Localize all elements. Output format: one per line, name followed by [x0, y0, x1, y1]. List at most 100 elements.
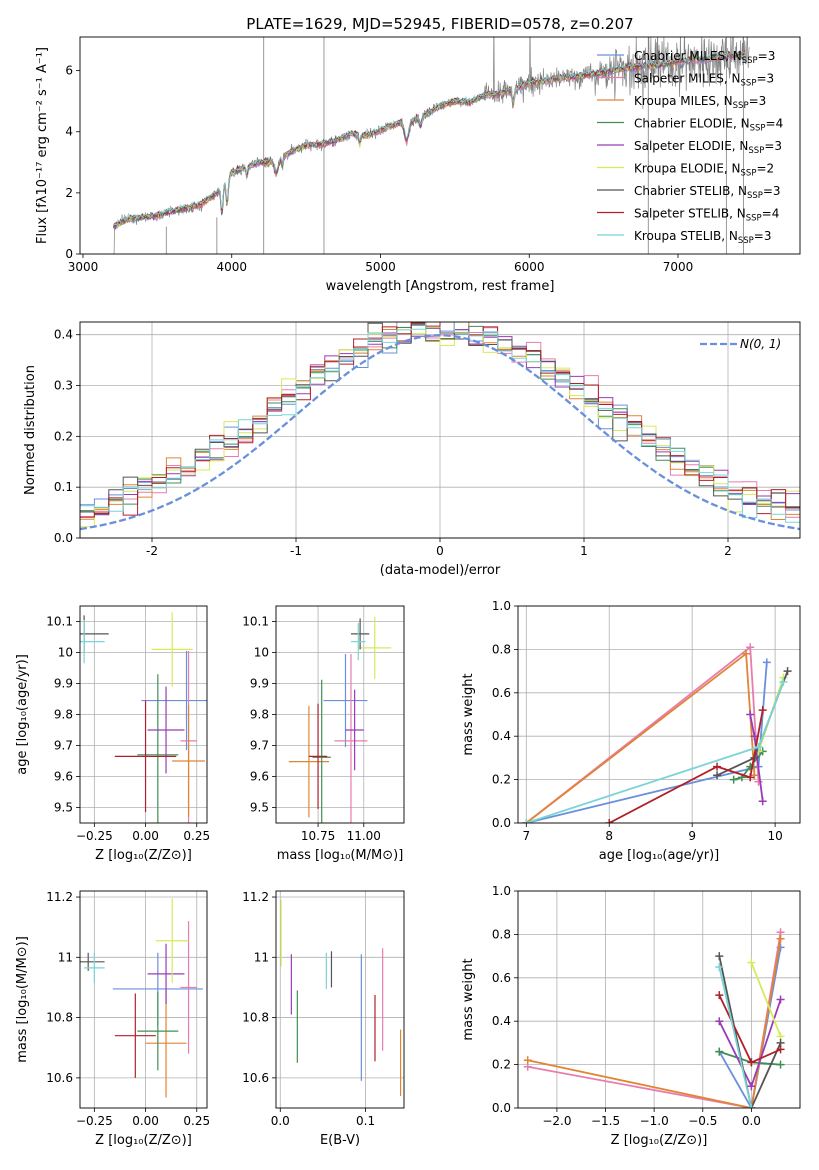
- y-tick-label: 2: [65, 186, 73, 200]
- axes-frame: [79, 321, 801, 539]
- y-tick-label: 1.0: [492, 884, 511, 898]
- weight-marker-salpeter-elodie: [758, 797, 767, 806]
- axes-frame: [517, 890, 801, 1109]
- y-tick-label: 0.6: [492, 971, 511, 985]
- weight-marker-chabrier-miles: [762, 658, 771, 667]
- x-tick-label: 11.00: [347, 829, 381, 843]
- weight-marker-salpeter-elodie: [715, 1017, 724, 1026]
- y-tick-label: 9.8: [250, 708, 269, 722]
- x-tick-label: 0: [436, 544, 444, 558]
- weight-marker-kroupa-miles: [523, 1056, 532, 1065]
- x-tick-label: 0.00: [132, 1114, 159, 1128]
- x-tick-label: −1.0: [640, 1114, 669, 1128]
- legend-entry: Chabrier MILES, NSSP=3: [634, 49, 775, 66]
- weight-marker-salpeter-stelib: [605, 819, 614, 823]
- z_vs_age-axes: −0.25 0.00 0.25 9.5 9.6 9.7 9.8 9.9 10 10.1 Z [log…: [15, 605, 210, 863]
- weight-marker-chabrier-elodie: [715, 1047, 724, 1056]
- figure-title: PLATE=1629, MJD=52945, FIBERID=0578, z=0…: [246, 15, 633, 33]
- y-tick-label: 0.0: [492, 816, 511, 830]
- y-tick-label: 10.6: [242, 1071, 269, 1085]
- y-tick-label: 4: [65, 125, 73, 139]
- x-axis-label: (data-model)/error: [380, 563, 501, 578]
- x-axis-label: Z [log₁₀(Z/Z⊙)]: [95, 1133, 192, 1148]
- y-tick-label: 9.5: [54, 801, 73, 815]
- x-tick-label: -2: [146, 544, 158, 558]
- x-tick-label: 0.25: [183, 829, 210, 843]
- weight-marker-salpeter-elodie: [746, 710, 755, 719]
- y-tick-label: 0.0: [54, 531, 73, 545]
- x-tick-label: −0.5: [688, 1114, 717, 1128]
- x-tick-label: 2: [724, 544, 732, 558]
- x-tick-label: −1.5: [591, 1114, 620, 1128]
- legend-entry: Kroupa MILES, NSSP=3: [634, 94, 766, 111]
- residuals-plot-area: [80, 322, 800, 538]
- y-tick-label: 11.2: [242, 890, 269, 904]
- y-tick-label: 10: [58, 646, 73, 660]
- weight-marker-chabrier-elodie: [729, 775, 738, 784]
- y-tick-label: 0.2: [492, 1058, 511, 1072]
- axes-frame: [275, 890, 405, 1109]
- y-axis-label: Normed distribution: [23, 365, 38, 495]
- weight-marker-chabrier-stelib: [783, 667, 792, 676]
- y-tick-label: 0.3: [54, 379, 73, 393]
- weight-marker-kroupa-miles: [750, 771, 759, 780]
- y-tick-label: 9.8: [54, 708, 73, 722]
- y-tick-label: 10.6: [46, 1071, 73, 1085]
- x-tick-label: 10: [767, 829, 782, 843]
- weight-marker-kroupa-stelib: [754, 743, 763, 752]
- y-tick-label: 9.7: [250, 739, 269, 753]
- mass_vs_age-plot-area: [288, 616, 392, 823]
- axes-frame: [275, 605, 405, 824]
- weight-line-chabrier-miles: [718, 947, 782, 1108]
- weight-marker-kroupa-stelib: [779, 677, 788, 686]
- weight-marker-salpeter-stelib: [776, 1045, 785, 1054]
- z_vs_mass-plot-area: [80, 898, 203, 1098]
- x-tick-label: 0.25: [183, 1114, 210, 1128]
- y-tick-label: 0.2: [54, 429, 73, 443]
- y-tick-label: 6: [65, 64, 73, 78]
- weight-marker-chabrier-stelib: [715, 952, 724, 961]
- weight-line-chabrier-stelib: [718, 955, 782, 1108]
- axes-frame: [79, 605, 208, 824]
- y-tick-label: 9.7: [54, 739, 73, 753]
- x-axis-label: E(B-V): [320, 1133, 360, 1148]
- y-tick-label: 0.8: [492, 927, 511, 941]
- weight-marker-salpeter-elodie: [776, 995, 785, 1004]
- y-axis-label: mass weight: [461, 673, 476, 755]
- weight-marker-kroupa-elodie: [747, 958, 756, 967]
- gaussian-curve: [80, 334, 800, 531]
- weight-line-kroupa-miles: [527, 938, 782, 1108]
- legend-entry: Salpeter MILES, NSSP=3: [634, 72, 774, 89]
- y-tick-label: 0.6: [492, 686, 511, 700]
- axes-frame: [79, 890, 208, 1109]
- y-tick-label: 11: [254, 950, 269, 964]
- y-tick-label: 0.0: [492, 1101, 511, 1115]
- residuals-axes: -2 -1 0 1 2 0.0 0.1 0.2 0.3 0.4 (data-model)/error…: [23, 321, 801, 578]
- weight-marker-salpeter-stelib: [713, 762, 722, 771]
- y-tick-label: 0: [65, 247, 73, 261]
- x-tick-label: 6000: [514, 260, 545, 274]
- y-tick-label: 9.6: [250, 770, 269, 784]
- x-tick-label: 10.75: [301, 829, 335, 843]
- x-tick-label: -1: [290, 544, 302, 558]
- y-tick-label: 11: [58, 950, 73, 964]
- z_vs_mass-axes: −0.25 0.00 0.25 10.6 10.8 11 11.2 Z [log₁₀(Z/Z⊙…: [15, 890, 210, 1148]
- y-tick-label: 11.2: [46, 890, 73, 904]
- x-tick-label: 8: [605, 829, 613, 843]
- x-tick-label: −0.25: [76, 1114, 113, 1128]
- weight-marker-kroupa-stelib: [747, 1104, 756, 1108]
- z_vs_age-plot-area: [80, 612, 207, 823]
- legend-entry: Chabrier STELIB, NSSP=3: [634, 184, 781, 201]
- y-tick-label: 0.2: [492, 773, 511, 787]
- z_vs_weight-axes: −2.0 −1.5 −1.0 −0.5 0.0 0.0 0.2 0.4 0.6 0.8 1.0 Z […: [461, 884, 801, 1148]
- x-tick-label: 9: [688, 829, 696, 843]
- axes-frame: [79, 36, 801, 255]
- y-tick-label: 10.1: [242, 615, 269, 629]
- weight-marker-salpeter-stelib: [747, 1058, 756, 1067]
- x-tick-label: −0.25: [76, 829, 113, 843]
- x-axis-label: Z [log₁₀(Z/Z⊙)]: [611, 1133, 708, 1148]
- spectrum-axes: 3000 4000 5000 6000 7000 0 2 4 6 wavelength [Angs…: [35, 36, 801, 294]
- y-tick-label: 9.6: [54, 770, 73, 784]
- spectrum-legend: Chabrier MILES, NSSP=3 Salpeter MILES, NS…: [597, 49, 783, 246]
